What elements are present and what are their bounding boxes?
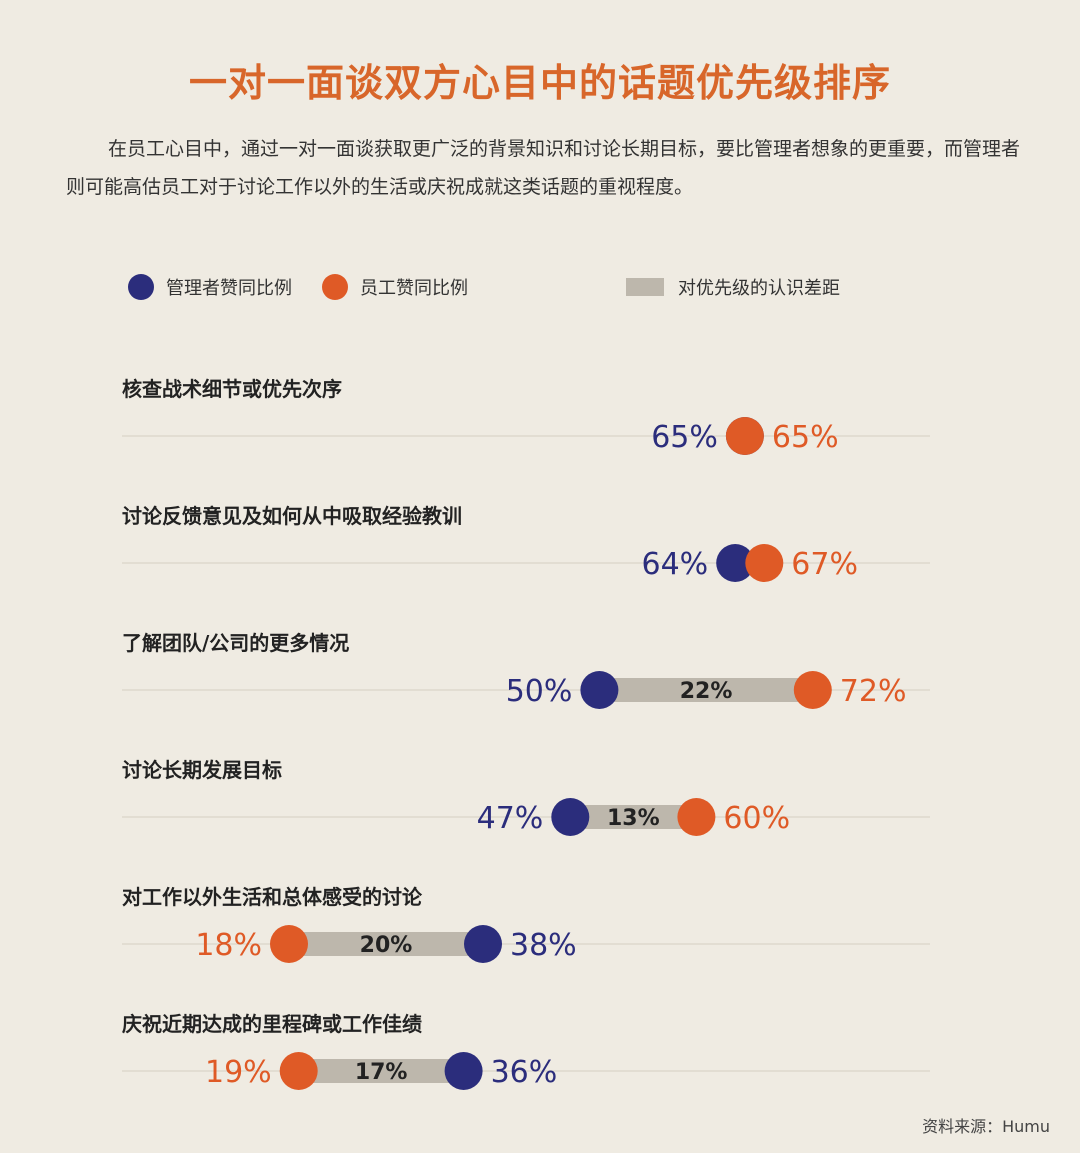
category-label: 讨论反馈意见及如何从中吸取经验教训 xyxy=(122,504,462,528)
employee-dot-icon xyxy=(322,274,348,300)
legend-gap: 对优先级的认识差距 xyxy=(626,274,840,300)
legend-manager-label: 管理者赞同比例 xyxy=(166,278,292,299)
employee-point xyxy=(793,671,832,709)
manager-point xyxy=(464,925,502,963)
manager-value-label: 47% xyxy=(477,801,544,836)
gap-value-label: 22% xyxy=(680,679,733,704)
manager-point xyxy=(444,1052,483,1090)
legend-employee: 员工赞同比例 xyxy=(322,274,468,300)
employee-value-label: 72% xyxy=(840,674,907,709)
gap-bar xyxy=(298,1059,464,1083)
employee-value-label: 67% xyxy=(791,547,858,582)
employee-value-label: 19% xyxy=(205,1055,272,1090)
employee-point xyxy=(745,544,784,582)
employee-point xyxy=(725,417,764,455)
manager-point xyxy=(716,544,755,582)
manager-value-label: 36% xyxy=(491,1055,558,1090)
source-note: 资料来源：Humu xyxy=(922,1117,1050,1136)
gap-swatch-icon xyxy=(626,278,664,296)
gap-bar xyxy=(289,932,483,956)
category-label: 庆祝近期达成的里程碑或工作佳绩 xyxy=(122,1012,422,1036)
employee-value-label: 65% xyxy=(772,420,839,455)
legend-employee-label: 员工赞同比例 xyxy=(360,278,468,299)
dumbbell-chart: 核查战术细节或优先次序 65% 65% 讨论反馈意见及如何从中吸取经验教训 64% 67%… xyxy=(122,377,930,1090)
manager-value-label: 64% xyxy=(642,547,709,582)
gap-value-label: 17% xyxy=(355,1060,408,1085)
manager-point xyxy=(551,798,590,836)
manager-value-label: 50% xyxy=(506,674,573,709)
intro-paragraph: 在员工心目中，通过一对一面谈获取更广泛的背景知识和讨论长期目标，要比管理者想象的… xyxy=(66,138,1021,198)
legend-manager: 管理者赞同比例 xyxy=(128,274,292,300)
manager-value-label: 65% xyxy=(651,420,718,455)
manager-point xyxy=(580,671,619,709)
employee-value-label: 60% xyxy=(723,801,790,836)
employee-point xyxy=(279,1052,318,1090)
gap-value-label: 13% xyxy=(607,806,660,831)
category-label: 核查战术细节或优先次序 xyxy=(122,377,342,401)
category-label: 讨论长期发展目标 xyxy=(122,758,282,782)
legend-gap-label: 对优先级的认识差距 xyxy=(678,278,840,299)
category-label: 了解团队/公司的更多情况 xyxy=(122,631,349,655)
manager-value-label: 38% xyxy=(510,928,577,963)
chart-title: 一对一面谈双方心目中的话题优先级排序 xyxy=(188,60,891,105)
category-label: 对工作以外生活和总体感受的讨论 xyxy=(122,885,423,909)
employee-value-label: 18% xyxy=(195,928,262,963)
employee-point xyxy=(677,798,716,836)
gap-bar xyxy=(570,805,697,829)
manager-dot-icon xyxy=(128,274,154,300)
employee-point xyxy=(270,925,308,963)
gap-bar xyxy=(599,678,813,702)
gap-value-label: 20% xyxy=(360,933,413,958)
